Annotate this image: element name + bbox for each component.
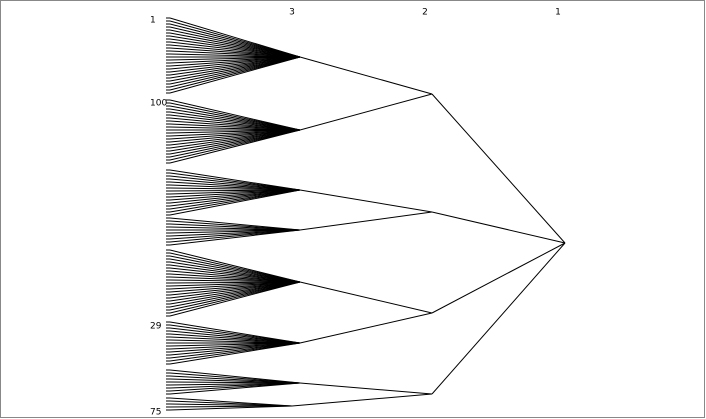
leaf-branch bbox=[169, 129, 301, 164]
level-label: 3 bbox=[289, 8, 295, 18]
leaf-label: 100 bbox=[150, 99, 167, 109]
leaf-label: 29 bbox=[150, 322, 162, 332]
leaf-branch bbox=[169, 229, 301, 246]
leaf-branch bbox=[169, 56, 301, 94]
branch bbox=[431, 242, 566, 395]
branch bbox=[299, 56, 433, 95]
leaf-branch bbox=[169, 405, 293, 411]
leaf-label: 1 bbox=[150, 16, 156, 26]
branch bbox=[291, 393, 433, 407]
branch bbox=[299, 281, 433, 314]
branch bbox=[431, 211, 566, 244]
branch bbox=[431, 93, 566, 244]
leaf-branch bbox=[169, 189, 301, 216]
leaf-branch bbox=[169, 281, 301, 317]
branch bbox=[299, 189, 433, 213]
level-label: 1 bbox=[555, 8, 561, 18]
branch bbox=[299, 382, 433, 395]
leaf-branch bbox=[169, 342, 301, 365]
leaf-branch bbox=[169, 403, 293, 407]
branch bbox=[299, 312, 433, 344]
branch bbox=[299, 93, 433, 131]
leaf-label: 75 bbox=[150, 408, 161, 418]
level-label: 2 bbox=[422, 8, 428, 18]
leaf-branch bbox=[169, 382, 301, 395]
branch bbox=[431, 242, 566, 314]
branch bbox=[299, 211, 433, 231]
